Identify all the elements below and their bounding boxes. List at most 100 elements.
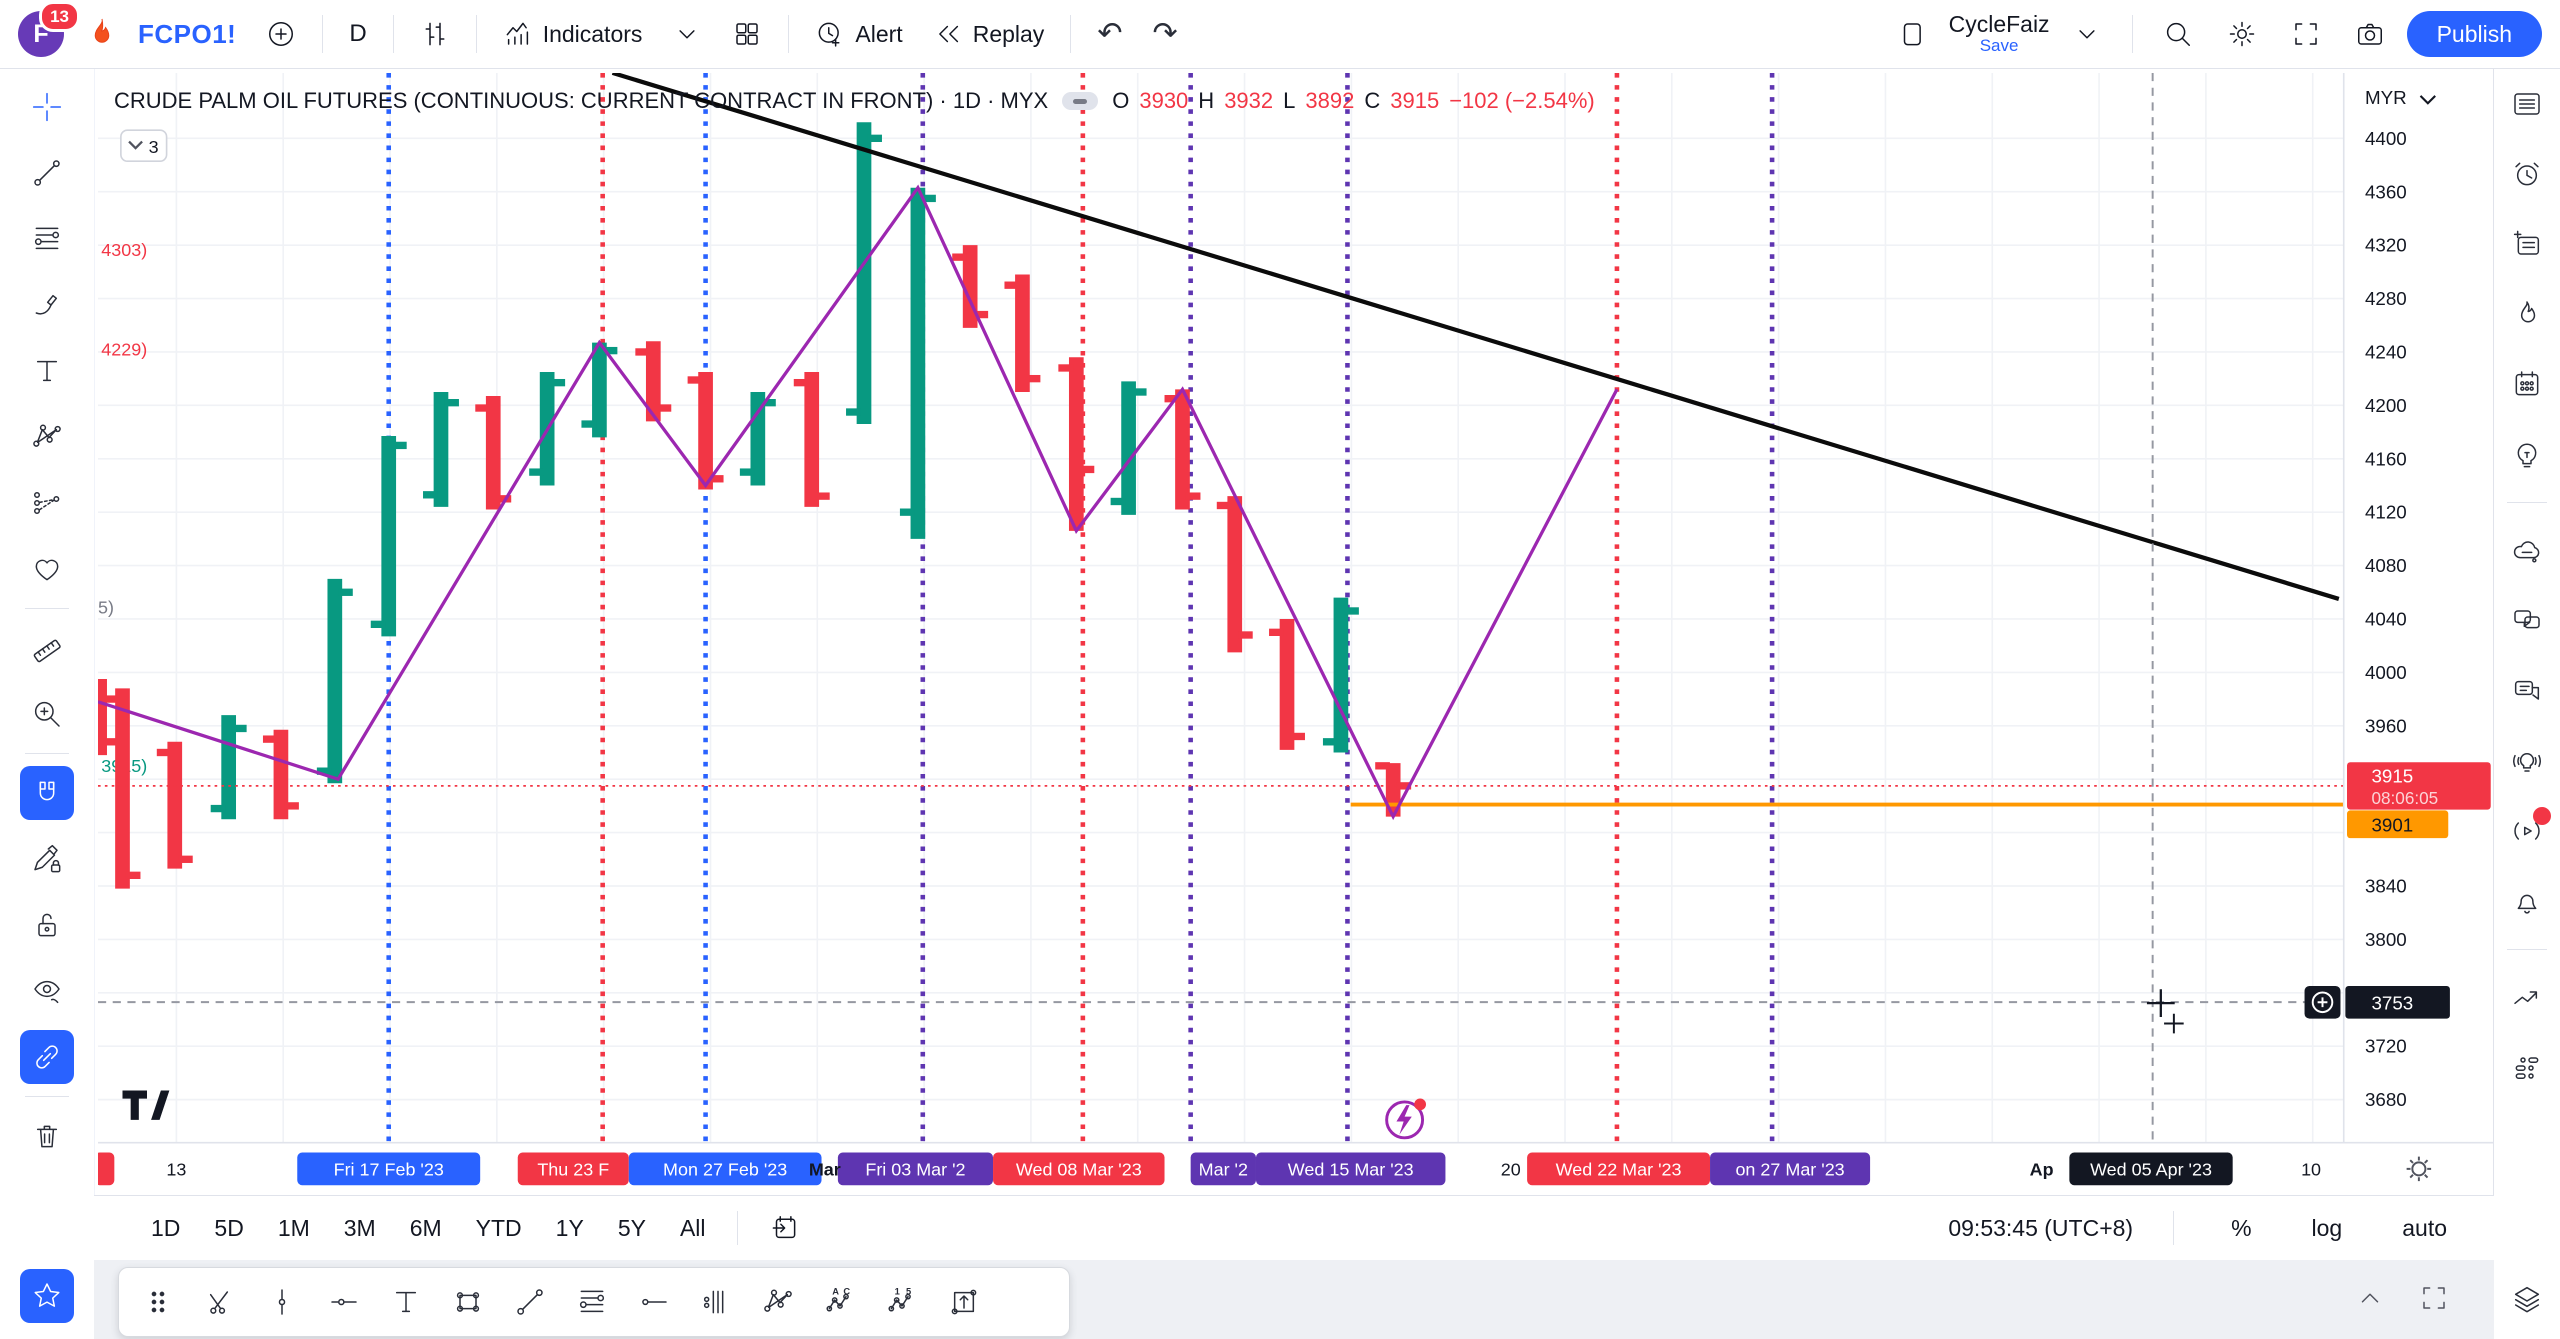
zigzag-indicator[interactable] — [97, 184, 1619, 821]
interval-button[interactable]: D — [349, 20, 367, 47]
notifications-panel[interactable] — [2505, 879, 2549, 923]
screenshot-button[interactable] — [2343, 11, 2397, 57]
private-chats-panel[interactable] — [2505, 669, 2549, 713]
fullscreen-button[interactable] — [2279, 11, 2333, 57]
pine-feed-panel[interactable] — [2505, 976, 2549, 1020]
streams-panel[interactable] — [2505, 807, 2551, 853]
trend-line-icon — [514, 1286, 546, 1318]
trend-line-tool[interactable] — [20, 146, 74, 200]
calendar-panel[interactable] — [2505, 362, 2549, 406]
timeframe-ytd[interactable]: YTD — [475, 1214, 522, 1241]
indicators-button[interactable]: Indicators — [491, 11, 655, 57]
undo-button[interactable]: ↶ — [1097, 17, 1123, 50]
ohlc-bar — [952, 245, 989, 328]
magnet-mode[interactable] — [20, 766, 74, 820]
data-status-pill[interactable] — [1062, 92, 1099, 110]
timeframe-all[interactable]: All — [679, 1214, 706, 1241]
vertical-line-tool[interactable] — [259, 1279, 305, 1325]
forecast-tool[interactable] — [20, 476, 74, 530]
timeframe-3m[interactable]: 3M — [343, 1214, 376, 1241]
public-chats-panel[interactable] — [2505, 599, 2549, 643]
legend-collapse-button[interactable]: 3 — [120, 129, 168, 163]
xabcd-fav[interactable] — [755, 1279, 801, 1325]
rectangle-tool[interactable] — [445, 1279, 491, 1325]
symbol-button[interactable]: FCPO1! — [138, 18, 237, 49]
live-ideas-panel[interactable] — [2505, 739, 2549, 783]
text-tool[interactable] — [20, 344, 74, 398]
timeframe-1d[interactable]: 1D — [151, 1214, 181, 1241]
favorite-drawings-toolbar[interactable] — [20, 1269, 74, 1323]
user-avatar[interactable]: F 13 — [18, 1, 80, 57]
auto-scale-button[interactable]: auto — [2402, 1214, 2447, 1241]
dock-drag-handle[interactable] — [135, 1279, 181, 1325]
publish-button[interactable]: Publish — [2406, 11, 2542, 57]
symbol-add-button[interactable] — [254, 11, 308, 57]
horizontal-ray-tool[interactable] — [631, 1279, 677, 1325]
alerts-panel[interactable] — [2505, 152, 2549, 196]
layout-menu-arrow[interactable] — [2060, 11, 2114, 57]
crosshair-tool[interactable] — [20, 80, 74, 134]
trend-line-drawing[interactable] — [611, 70, 2340, 601]
alert-button[interactable]: Alert — [803, 11, 914, 57]
settings-button[interactable] — [2215, 11, 2269, 57]
chart-canvas[interactable]: 4303)4229)5)3915)MYR44004360432042804240… — [81, 70, 2494, 1195]
text-note-tool[interactable] — [383, 1279, 429, 1325]
fib-retracement-fav[interactable] — [569, 1279, 615, 1325]
clock[interactable]: 09:53:45 (UTC+8) — [1948, 1214, 2134, 1241]
fib-retracement-tool[interactable] — [20, 212, 74, 266]
timeframe-5y[interactable]: 5Y — [617, 1214, 646, 1241]
vertical-lines-tool[interactable] — [693, 1279, 739, 1325]
redo-button[interactable]: ↷ — [1152, 17, 1178, 50]
text-icon — [390, 1286, 422, 1318]
quick-action-marker[interactable] — [1385, 1098, 1427, 1140]
news-panel[interactable] — [2505, 222, 2549, 266]
chart-title-text[interactable]: CRUDE PALM OIL FUTURES (CONTINUOUS: CURR… — [114, 88, 1049, 113]
emotions-tool[interactable] — [20, 542, 74, 596]
zigzag-script-icon — [2511, 982, 2543, 1014]
trend-line-fav[interactable] — [507, 1279, 553, 1325]
date-price-range-tool[interactable] — [941, 1279, 987, 1325]
trash-icon — [31, 1120, 63, 1152]
indicators-templates-arrow[interactable] — [660, 11, 714, 57]
watchlist-panel[interactable] — [2505, 82, 2549, 126]
percent-scale-button[interactable]: % — [2231, 1214, 2252, 1241]
measure-tool[interactable] — [20, 621, 74, 675]
hotlists-panel[interactable] — [2505, 292, 2549, 336]
bell-icon — [2511, 885, 2543, 917]
timeframe-5d[interactable]: 5D — [214, 1214, 244, 1241]
chart-style-button[interactable] — [408, 11, 462, 57]
zoom-in-tool[interactable] — [20, 687, 74, 741]
sync-drawings[interactable] — [20, 1030, 74, 1084]
close-label: C — [1364, 88, 1381, 113]
layers-panel[interactable] — [2505, 1277, 2549, 1321]
save-layout-button[interactable] — [1885, 11, 1939, 57]
layout-name-block[interactable]: CycleFaiz Save — [1949, 11, 2050, 56]
xabcd-pattern-tool[interactable] — [20, 410, 74, 464]
drawing-lock-mode[interactable] — [20, 832, 74, 886]
remove-drawings[interactable] — [20, 1109, 74, 1163]
brush-tool[interactable] — [20, 278, 74, 332]
layout-grid-button[interactable] — [720, 11, 774, 57]
tradingview-logo[interactable] — [122, 1090, 170, 1120]
currency-menu-arrow[interactable] — [2419, 95, 2436, 105]
go-to-date-button[interactable] — [752, 1205, 816, 1251]
maximize-panel-button[interactable] — [2411, 1275, 2457, 1321]
object-tree-panel[interactable] — [2505, 1046, 2549, 1090]
search-button[interactable] — [2151, 11, 2205, 57]
ideas-panel[interactable] — [2505, 432, 2549, 476]
replay-button[interactable]: Replay — [921, 11, 1057, 57]
minimize-panel-button[interactable] — [2347, 1275, 2393, 1321]
lock-all-drawings[interactable] — [20, 898, 74, 952]
hide-all-drawings[interactable] — [20, 964, 74, 1018]
cross-line-tool[interactable] — [197, 1279, 243, 1325]
timeframe-1m[interactable]: 1M — [277, 1214, 310, 1241]
timeframe-1y[interactable]: 1Y — [555, 1214, 584, 1241]
theme-sun-icon[interactable] — [2406, 1156, 2432, 1182]
ohlc-bar — [316, 578, 353, 784]
minds-panel[interactable] — [2505, 529, 2549, 573]
horizontal-line-tool[interactable] — [321, 1279, 367, 1325]
log-scale-button[interactable]: log — [2311, 1214, 2343, 1241]
timeframe-6m[interactable]: 6M — [409, 1214, 442, 1241]
